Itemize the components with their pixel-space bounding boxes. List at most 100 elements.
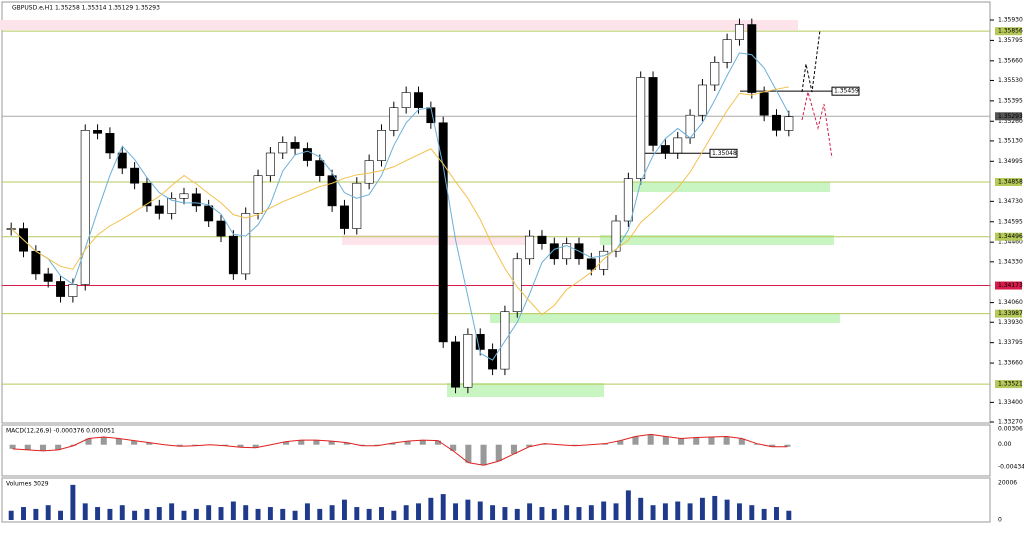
candle [43,273,53,282]
candle [623,178,633,222]
volume-bar [638,497,644,520]
volume-bar [280,508,286,520]
volume-bar [107,508,113,520]
volume-tick-label: 20006 [998,480,1017,487]
candle [80,130,90,285]
candle [401,92,411,108]
candle [673,137,683,154]
candle [438,122,448,343]
macd-bar [237,444,244,448]
candle [142,182,152,207]
price-label: 1.35530 [998,77,1023,84]
zone [0,20,798,30]
macd-signal [12,433,788,466]
zone [447,383,604,397]
candle [167,198,177,214]
volume-bar [304,503,310,520]
volume-bar [724,499,730,520]
candle [784,116,794,131]
macd-bar [723,436,730,445]
volume-bar [95,507,101,520]
macd-bar [678,438,685,445]
level-label: 1.34858 [998,179,1023,186]
volume-bar [662,503,668,520]
macd-bar [146,442,153,445]
candle [228,235,238,275]
volume-tick-label: 0 [998,517,1002,524]
price-label: 1.34730 [998,198,1023,205]
volume-bar [712,495,718,520]
macd-bar [647,434,654,445]
price-label: 1.33270 [998,419,1023,426]
candle [660,145,670,154]
annotation-label: 1.35459 [834,88,859,95]
macd-bar [662,436,669,445]
volume-bar [45,505,51,520]
volume-bar [169,503,175,520]
macd-bar [131,440,138,445]
volume-bar [341,499,347,520]
zone [600,235,834,245]
macd-bar [313,440,320,445]
price-label: 1.33660 [998,360,1023,367]
volume-bar [181,510,187,520]
macd-bar [404,441,411,445]
macd-bar [571,444,578,446]
volume-bar [687,503,693,520]
volume-bar [82,503,88,520]
volume-bar [292,510,298,520]
volume-bar [736,503,742,520]
level-label: 1.33987 [998,310,1023,317]
candle [537,235,547,244]
zone [490,313,840,323]
main-pane [1,1,991,424]
volume-bar [156,507,162,520]
price-label: 1.33795 [998,339,1023,346]
volume-bar [440,494,446,520]
volume-bar [477,501,483,520]
candle [475,334,485,350]
volume-pane [1,477,991,523]
candle [710,62,720,86]
candle [56,281,66,297]
macd-bar [222,444,229,446]
macd-label: MACD(12,26,9) -0.000376 0.000051 [6,428,115,435]
macd-bar [510,444,517,454]
volume-bar [675,501,681,520]
candle [315,160,325,176]
candle [364,160,374,184]
macd-bar [419,440,426,445]
macd-bar [100,437,107,445]
candle [772,114,781,131]
level-tag [995,27,1022,36]
candle [290,142,300,149]
level-tag [995,309,1022,318]
annotation-label: 1.35048 [712,150,737,157]
macd-bar [738,438,745,445]
volume-bar [502,507,508,520]
current-tag [995,112,1022,121]
macd-bar [55,444,62,450]
volume-bar [761,508,767,520]
candle [117,152,127,169]
macd-bar [298,440,305,445]
macd-bar [708,437,715,445]
candle [154,205,164,214]
macd-tick-label: 0.00 [998,441,1012,448]
macd-bar [374,444,381,446]
macd-bar [252,444,259,448]
price-label: 1.35660 [998,57,1023,64]
volume-bar [551,508,557,520]
volume-bar [453,503,459,520]
volume-bar [650,505,656,520]
forecast-arrows [801,29,833,159]
level-label: 1.33521 [998,381,1023,388]
price-label: 1.35795 [998,37,1023,44]
macd-bar [526,444,533,447]
volume-bar [588,505,594,520]
candle [414,92,423,108]
macd-bar [769,444,776,447]
candle [93,130,103,134]
